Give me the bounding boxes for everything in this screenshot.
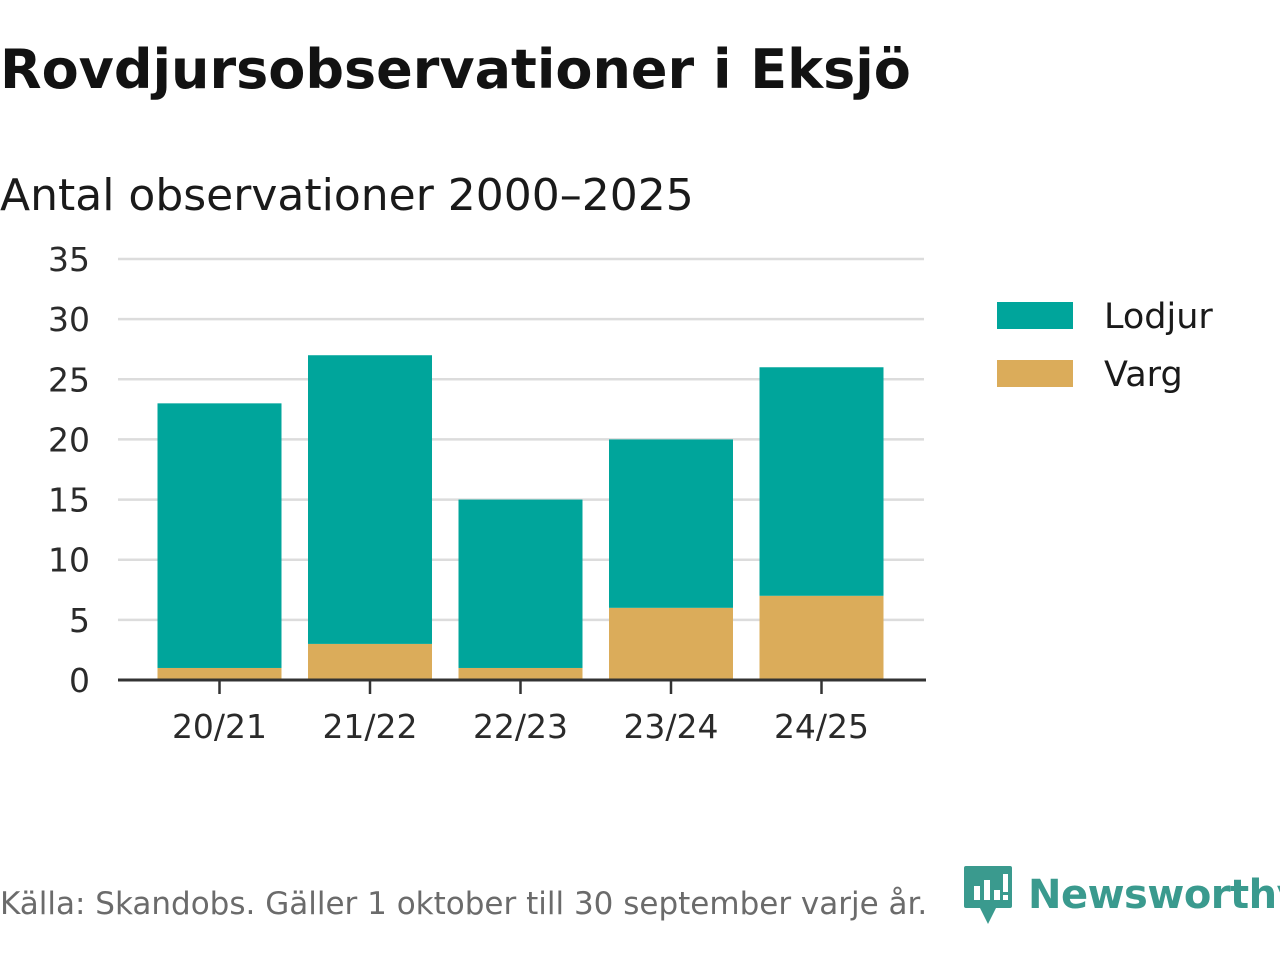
bar-segment-varg bbox=[609, 607, 733, 680]
y-tick-label: 10 bbox=[48, 541, 90, 580]
y-tick-label: 35 bbox=[48, 240, 90, 279]
y-tick-label: 30 bbox=[48, 300, 90, 339]
x-tick-label: 20/21 bbox=[172, 707, 267, 746]
bar-segment-lodjur bbox=[157, 403, 282, 668]
legend-label-varg: Varg bbox=[1104, 355, 1183, 395]
x-tick-label: 21/22 bbox=[322, 707, 417, 746]
legend-swatch-varg bbox=[997, 360, 1073, 387]
y-tick-label: 20 bbox=[48, 420, 90, 459]
y-tick-label: 5 bbox=[69, 601, 90, 640]
bar-segment-varg bbox=[458, 667, 583, 680]
legend-swatch-lodjur bbox=[997, 302, 1073, 329]
x-tick-label: 24/25 bbox=[774, 707, 869, 746]
brand-logo[interactable]: Newsworthy bbox=[962, 864, 1280, 926]
bar-segment-lodjur bbox=[609, 439, 733, 608]
source-note: Källa: Skandobs. Gäller 1 oktober till 3… bbox=[0, 886, 928, 922]
bars bbox=[157, 355, 884, 680]
legend: Lodjur Varg bbox=[997, 297, 1213, 395]
y-tick-label: 0 bbox=[69, 661, 90, 700]
chart-title: Rovdjursobservationer i Eksjö bbox=[0, 38, 911, 101]
bar-segment-lodjur bbox=[458, 499, 583, 668]
newsworthy-logo-icon bbox=[964, 866, 1012, 924]
bar-segment-lodjur bbox=[308, 355, 432, 644]
legend-label-lodjur: Lodjur bbox=[1104, 297, 1213, 337]
bar-segment-varg bbox=[157, 667, 282, 680]
chart-subtitle: Antal observationer 2000–2025 bbox=[0, 170, 694, 221]
bar-segment-lodjur bbox=[759, 367, 884, 596]
brand-name: Newsworthy bbox=[1028, 872, 1280, 918]
y-tick-label: 25 bbox=[48, 360, 90, 399]
x-tick-label: 23/24 bbox=[623, 707, 718, 746]
axes: 0 5 10 15 20 25 30 35 20/21 21/22 22/23 23/24 24/25 bbox=[48, 240, 926, 746]
bar-segment-varg bbox=[759, 595, 884, 680]
y-tick-label: 15 bbox=[48, 481, 90, 520]
x-tick-label: 22/23 bbox=[473, 707, 568, 746]
bar-segment-varg bbox=[308, 643, 432, 680]
